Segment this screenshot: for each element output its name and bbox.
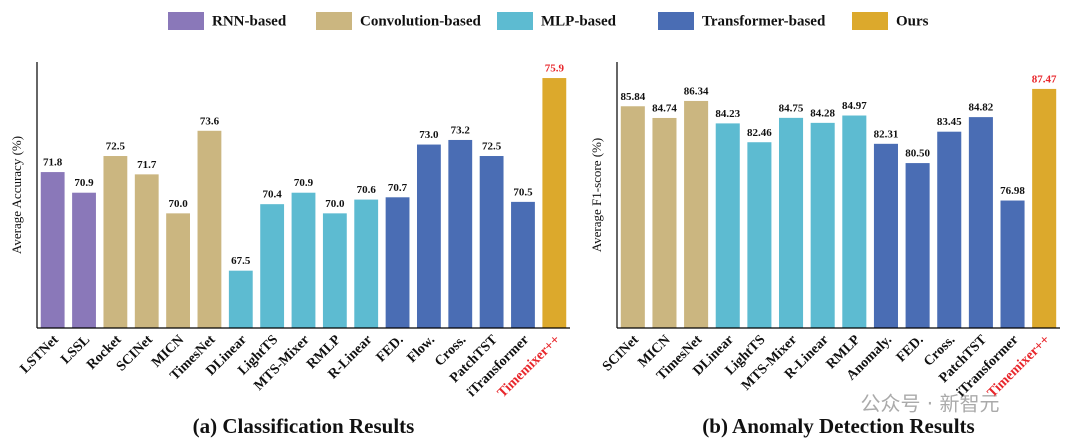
bar <box>228 270 253 328</box>
bar <box>652 117 677 328</box>
bar <box>166 213 191 328</box>
value-label: 83.45 <box>937 116 962 128</box>
value-label: 76.98 <box>1000 185 1025 197</box>
legend-label: Convolution-based <box>360 13 482 29</box>
legend-swatch <box>316 12 352 30</box>
bar <box>747 142 772 328</box>
bar <box>322 213 347 328</box>
value-label: 84.23 <box>715 108 740 120</box>
bar <box>40 172 65 328</box>
value-label: 71.8 <box>43 157 63 169</box>
value-label: 86.34 <box>684 85 709 97</box>
bar <box>479 156 504 328</box>
y-axis-label: Average F1-score (%) <box>589 138 604 253</box>
bar <box>873 143 898 328</box>
value-label: 84.75 <box>779 102 804 114</box>
value-label: 70.5 <box>513 186 533 198</box>
value-label: 73.2 <box>451 124 471 136</box>
x-tick-label: LSTNet <box>18 332 62 376</box>
legend-label: MLP-based <box>541 13 617 29</box>
y-axis-label: Average Accuracy (%) <box>9 136 24 254</box>
value-label: 67.5 <box>231 255 251 267</box>
chart-title: (b) Anomaly Detection Results <box>702 414 974 438</box>
x-tick-label: SCINet <box>600 332 642 374</box>
bar <box>620 106 645 329</box>
value-label: 84.82 <box>969 102 994 114</box>
legend-swatch <box>497 12 533 30</box>
bar <box>810 122 835 328</box>
value-label: 75.9 <box>545 63 565 75</box>
bar <box>72 192 96 328</box>
bar <box>842 115 867 329</box>
value-label: 84.97 <box>842 100 867 112</box>
bar <box>1032 88 1057 329</box>
bar <box>968 117 993 328</box>
value-label: 72.5 <box>482 141 502 153</box>
value-label: 70.0 <box>325 198 345 210</box>
bar <box>511 201 535 328</box>
bar <box>905 163 930 328</box>
bar <box>448 139 473 328</box>
value-label: 70.7 <box>388 182 408 194</box>
bar <box>684 100 709 328</box>
chart-title: (a) Classification Results <box>193 414 415 438</box>
value-label: 70.6 <box>357 184 377 196</box>
bar <box>1000 200 1025 328</box>
value-label: 84.74 <box>652 102 677 114</box>
bar <box>416 144 441 328</box>
value-label: 72.5 <box>106 141 126 153</box>
value-label: 82.31 <box>874 128 899 140</box>
value-label: 80.50 <box>905 148 930 160</box>
bar <box>937 131 962 328</box>
bar <box>103 156 128 328</box>
watermark: 公众号 · 新智元 <box>860 392 999 416</box>
bar <box>260 204 285 328</box>
value-label: 82.46 <box>747 127 772 139</box>
legend-swatch <box>852 12 888 30</box>
value-label: 87.47 <box>1032 73 1057 85</box>
value-label: 70.9 <box>294 177 314 189</box>
bar <box>354 199 379 328</box>
value-label: 71.7 <box>137 159 157 171</box>
bar <box>779 117 804 328</box>
legend-swatch <box>658 12 694 30</box>
bar <box>134 174 159 328</box>
legend-label: RNN-based <box>212 13 287 29</box>
value-label: 73.6 <box>200 115 220 127</box>
value-label: 70.4 <box>263 189 283 201</box>
bar <box>715 123 740 329</box>
x-tick-label: SCINet <box>114 332 156 374</box>
bar <box>197 130 222 328</box>
value-label: 84.28 <box>810 107 835 119</box>
legend-label: Transformer-based <box>702 13 826 29</box>
legend-label: Ours <box>896 13 929 29</box>
bar <box>291 192 316 328</box>
x-tick-label: FED. <box>374 332 407 365</box>
value-label: 70.0 <box>168 198 188 210</box>
bar <box>542 78 567 328</box>
value-label: 73.0 <box>419 129 439 141</box>
value-label: 85.84 <box>620 91 645 103</box>
legend-swatch <box>168 12 204 30</box>
bar <box>385 197 410 328</box>
value-label: 70.9 <box>74 177 94 189</box>
